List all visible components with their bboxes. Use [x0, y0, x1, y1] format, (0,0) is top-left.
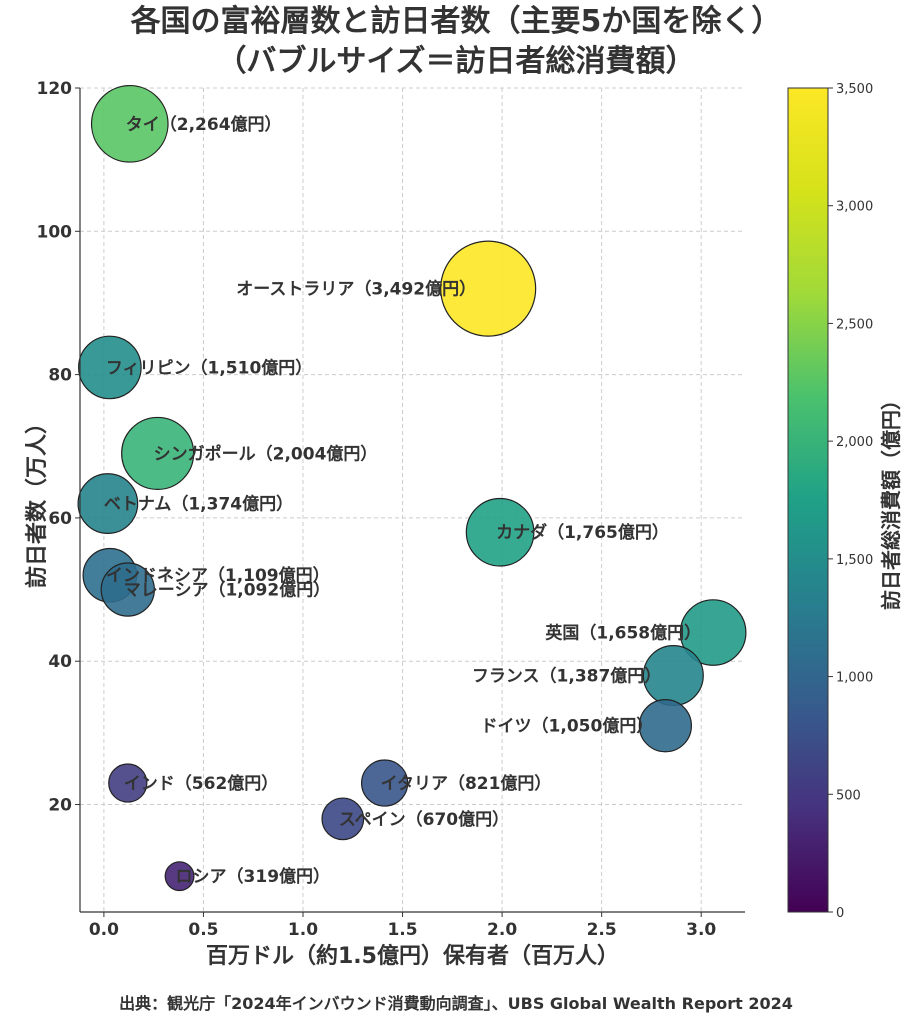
colorbar-tick-label: 1,000 — [836, 671, 873, 686]
chart-title: 各国の富裕層数と訪日者数（主要5か国を除く） — [130, 4, 782, 39]
colorbar-title: 訪日者総消費額（億円） — [879, 390, 903, 610]
bubble-label: フランス（1,387億円） — [472, 666, 661, 687]
bubble-label: スペイン（670億円） — [339, 809, 509, 830]
bubble — [321, 797, 365, 841]
bubble — [121, 416, 195, 491]
bubble — [100, 562, 155, 617]
x-tick-label: 1.5 — [387, 920, 417, 940]
bubble-label: インド（562億円） — [124, 773, 279, 794]
x-tick-label: 0.5 — [188, 920, 218, 940]
bubble-label: カナダ（1,765億円） — [496, 522, 669, 543]
colorbar-tick-label: 1,500 — [836, 553, 873, 568]
bubble-label: ロシア（319億円） — [176, 866, 331, 887]
colorbar-gradient — [787, 87, 829, 913]
bubble — [465, 497, 535, 567]
bubble — [164, 861, 195, 892]
bubble-label: フィリピン（1,510億円） — [106, 357, 312, 378]
bubble — [638, 699, 693, 753]
bubble-label: オーストラリア（3,492億円） — [236, 279, 476, 300]
x-tick-label: 3.0 — [686, 920, 716, 940]
bubbles — [77, 84, 747, 892]
bubble — [77, 473, 139, 534]
colorbar-tick-label: 3,000 — [836, 200, 873, 215]
bubble — [90, 84, 169, 163]
colorbar-tick-label: 3,500 — [836, 82, 873, 97]
bubble-label: イタリア（821億円） — [381, 773, 552, 794]
bubble-label: シンガポール（2,004億円） — [154, 443, 378, 464]
bubble-label: マレーシア（1,092億円） — [124, 580, 330, 601]
x-axis-title: 百万ドル（約1.5億円）保有者（百万人） — [206, 943, 619, 969]
bubble — [78, 335, 142, 400]
colorbar-tick-label: 2,500 — [836, 317, 873, 332]
x-tick-label: 1.0 — [288, 920, 318, 940]
y-tick-label: 80 — [48, 366, 72, 386]
bubble — [108, 763, 148, 803]
colorbar-tick-label: 2,000 — [836, 435, 873, 450]
bubble-label: 英国（1,658億円） — [545, 623, 701, 644]
axes: 0.0 0.5 1.0 1.5 2.0 2.5 3.0 20 40 60 80 100 120 百万ドル（… — [24, 79, 745, 969]
chart-subtitle: （バブルサイズ＝訪日者総消費額） — [216, 44, 696, 79]
x-tick-label: 2.0 — [487, 920, 517, 940]
gridlines — [80, 87, 745, 912]
bubble-labels: タイ（2,264億円） オーストラリア（3,492億円） フィリピン（1,510億円… — [104, 114, 701, 887]
colorbar-tick-label: 0 — [836, 906, 844, 921]
colorbar-tick-label: 500 — [836, 788, 861, 803]
y-axis-title: 訪日者数（万人） — [24, 412, 50, 588]
bubble-label: インドネシア（1,109億円） — [106, 565, 330, 586]
y-tick-label: 100 — [37, 222, 73, 242]
bubble — [679, 599, 747, 666]
y-tick-label: 40 — [48, 652, 72, 672]
bubble — [440, 240, 537, 337]
colorbar: 0 500 1,000 1,500 2,000 2,500 3,000 3,500 訪日者総消費… — [787, 82, 903, 921]
y-tick-label: 60 — [48, 509, 72, 529]
x-tick-label: 0.0 — [89, 920, 119, 940]
bubble — [360, 759, 409, 807]
bubble-label: タイ（2,264億円） — [126, 114, 282, 135]
y-tick-label: 20 — [48, 796, 72, 816]
source-note: 出典：観光庁「2024年インバウンド消費動向調査」、UBS Global Wea… — [119, 994, 793, 1013]
bubble-label: ベトナム（1,374億円） — [104, 494, 293, 515]
bubble-label: ドイツ（1,050億円） — [481, 716, 654, 737]
x-tick-label: 2.5 — [587, 920, 617, 940]
y-tick-label: 120 — [37, 79, 73, 99]
